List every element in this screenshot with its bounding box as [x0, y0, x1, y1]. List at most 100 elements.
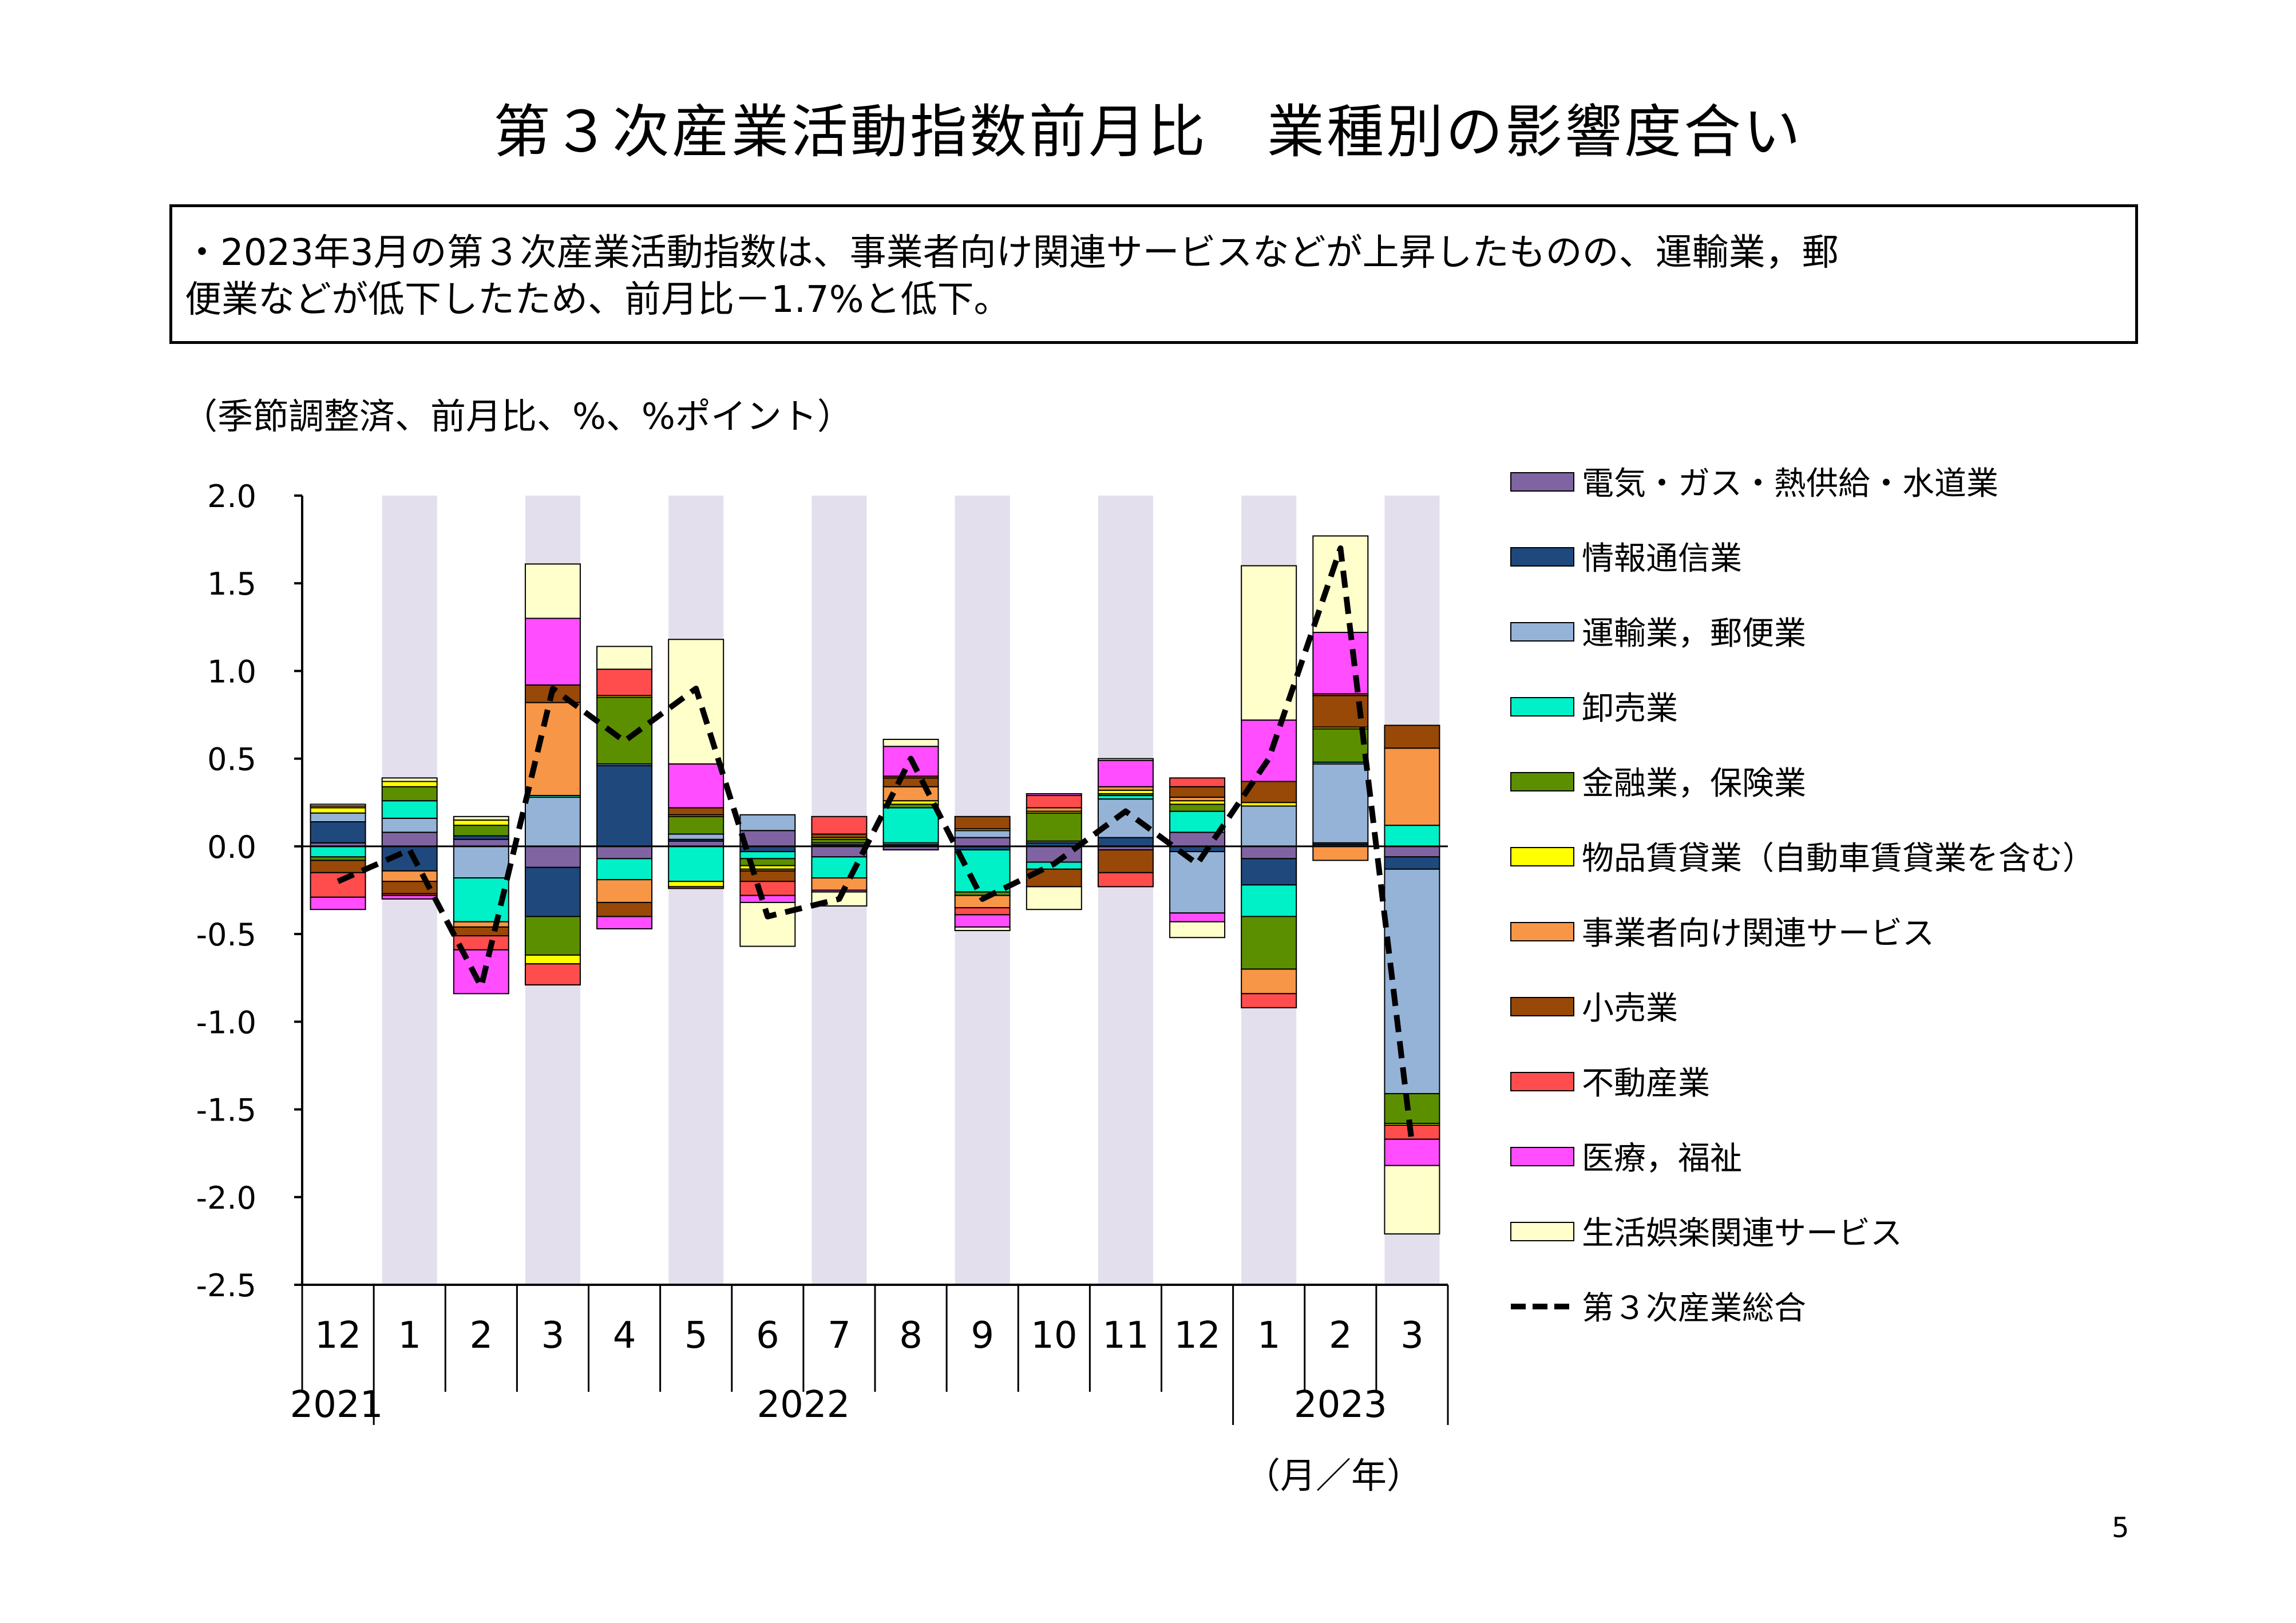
year-label: 2021 [290, 1384, 383, 1426]
year-label: 2022 [757, 1384, 850, 1426]
bar-segment [954, 830, 1011, 838]
bar-segment [310, 896, 366, 911]
bar-segment [1026, 886, 1082, 911]
bar-segment [954, 837, 1011, 847]
bar-segment [1026, 793, 1082, 797]
bar-segment [1384, 868, 1440, 1094]
bar-segment [739, 814, 796, 832]
legend-label: 運輸業，郵便業 [1582, 615, 1806, 652]
bar-segment [668, 763, 725, 809]
legend-swatch [1510, 697, 1574, 717]
legend-swatch [1510, 772, 1574, 791]
bar-segment [596, 916, 653, 929]
bar-segment [1384, 1165, 1440, 1235]
bar-segment [1241, 845, 1297, 860]
legend-swatch [1510, 922, 1574, 941]
bar-segment [453, 845, 509, 879]
bar-segment [954, 907, 1011, 916]
page-title: 第３次産業活動指数前月比 業種別の影響度合い [493, 98, 1803, 165]
y-tick-label: -1.0 [196, 1004, 256, 1040]
bar-segment [1241, 719, 1297, 782]
bar-segment [1097, 758, 1154, 761]
bar-segment [1312, 695, 1369, 728]
legend-label: 事業者向け関連サービス [1582, 915, 1934, 952]
legend-label: 卸売業 [1582, 690, 1678, 727]
bar-segment [381, 832, 438, 847]
bar-segment [310, 821, 366, 844]
bar-segment [1384, 725, 1440, 749]
bar-segment [668, 886, 725, 889]
bar-segment [524, 963, 581, 985]
bar-segment [310, 845, 366, 858]
bar-segment [524, 563, 581, 619]
x-tick-label: 12 [1174, 1315, 1220, 1357]
bar-segment [668, 807, 725, 816]
bar-segment [381, 786, 438, 802]
bar-segment [524, 797, 581, 847]
bar-segment [954, 926, 1011, 931]
bar-segment [524, 617, 581, 686]
bar-segment [1312, 845, 1369, 861]
bar-segment [739, 851, 796, 860]
bar-segment [453, 949, 509, 995]
y-tick-label: -0.5 [196, 917, 256, 953]
bar-segment [453, 825, 509, 837]
bar-segment [1384, 856, 1440, 870]
bar-segment [954, 914, 1011, 928]
bar-segment [739, 870, 796, 882]
bar-segment [524, 916, 581, 956]
y-tick-label: 0.5 [207, 742, 256, 778]
bar-segment [811, 816, 868, 835]
bar-segment [381, 777, 438, 782]
bar-segment [954, 816, 1011, 830]
x-tick-label: 5 [684, 1315, 708, 1357]
bar-segment [310, 872, 366, 898]
bar-segment [381, 781, 438, 787]
legend-swatch [1510, 1072, 1574, 1091]
bar-segment [882, 738, 939, 747]
bar-segment [310, 812, 366, 822]
legend-label: 情報通信業 [1582, 540, 1742, 577]
bar-segment [1312, 728, 1369, 763]
bar-segment [1169, 786, 1226, 798]
x-tick-label: 9 [971, 1315, 994, 1357]
bar-segment [668, 816, 725, 835]
bar-segment [453, 926, 509, 937]
y-tick-label: -2.5 [196, 1268, 256, 1304]
bar-segment [524, 845, 581, 868]
bar-segment [1097, 849, 1154, 873]
total-line [337, 545, 1415, 1145]
bar-segment [596, 765, 653, 847]
bar-segment [1241, 884, 1297, 917]
legend-label: 小売業 [1582, 990, 1678, 1027]
shaded-band [668, 496, 724, 1285]
shaded-band [1098, 496, 1153, 1285]
legend-label: 電気・ガス・熱供給・水道業 [1582, 465, 1998, 502]
x-tick-label: 8 [899, 1315, 923, 1357]
bar-segment [1169, 777, 1226, 787]
bar-segment [1241, 565, 1297, 721]
legend-label: 生活娯楽関連サービス [1582, 1215, 1902, 1252]
summary-line-1: ・2023年3月の第３次産業活動指数は、事業者向け関連サービスなどが上昇したもの… [184, 232, 1839, 274]
x-tick-label: 3 [541, 1315, 565, 1357]
y-tick-label: -1.5 [196, 1092, 256, 1129]
legend-label: 第３次産業総合 [1582, 1290, 1806, 1327]
legend-label: 医療，福祉 [1582, 1140, 1742, 1177]
y-tick-label: 2.0 [207, 478, 256, 514]
bar-segment [1026, 812, 1082, 842]
bar-segment [524, 702, 581, 797]
y-tick-label: -2.0 [196, 1180, 256, 1216]
bar-segment [596, 646, 653, 670]
bar-segment [1169, 912, 1226, 923]
bar-segment [1097, 837, 1154, 847]
bar-segment [381, 817, 438, 833]
summary-line-2: 便業などが低下したため、前月比－1.7%と低下。 [185, 279, 1011, 321]
bar-segment [596, 668, 653, 696]
bar-segment [668, 833, 725, 840]
bar-segment [1169, 851, 1226, 914]
bar-segment [453, 816, 509, 821]
bar-segment [1384, 825, 1440, 847]
page-number: 5 [2112, 1512, 2129, 1544]
bar-segment [596, 696, 653, 765]
